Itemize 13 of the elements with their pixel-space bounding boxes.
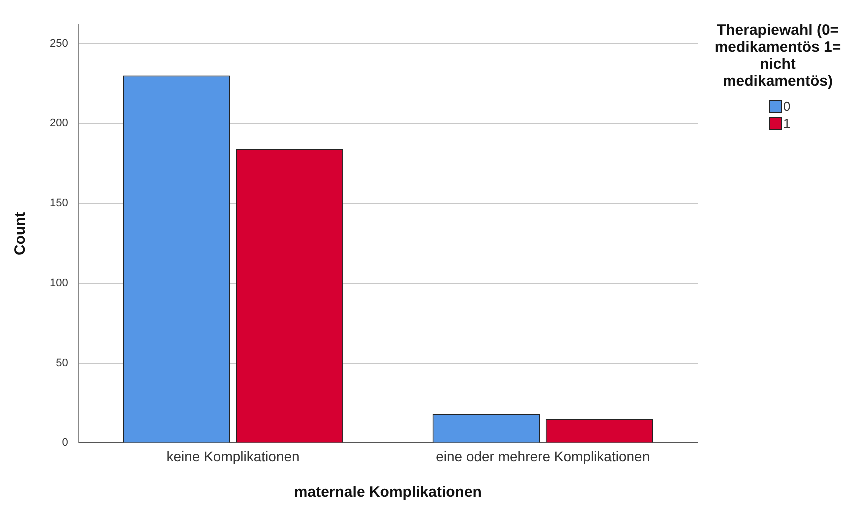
x-axis-title: maternale Komplikationen bbox=[294, 484, 482, 502]
y-axis-title: Count bbox=[12, 212, 30, 256]
legend-label: 0 bbox=[784, 98, 792, 115]
y-tick-label: 50 bbox=[56, 357, 68, 370]
x-tick-label: keine Komplikationen bbox=[166, 448, 300, 464]
legend-label: 1 bbox=[784, 115, 792, 132]
y-tick-label: 250 bbox=[50, 38, 68, 50]
x-tick-label: eine oder mehrere Komplikationen bbox=[436, 448, 650, 464]
y-tick-label: 100 bbox=[50, 277, 68, 290]
y-tick-label: 150 bbox=[50, 198, 68, 210]
y-tick-label: 0 bbox=[62, 437, 68, 450]
y-tick-label: 200 bbox=[50, 118, 68, 130]
legend-title: Therapiewahl (0= medikamentös 1= nicht medikamentös) bbox=[714, 22, 842, 90]
